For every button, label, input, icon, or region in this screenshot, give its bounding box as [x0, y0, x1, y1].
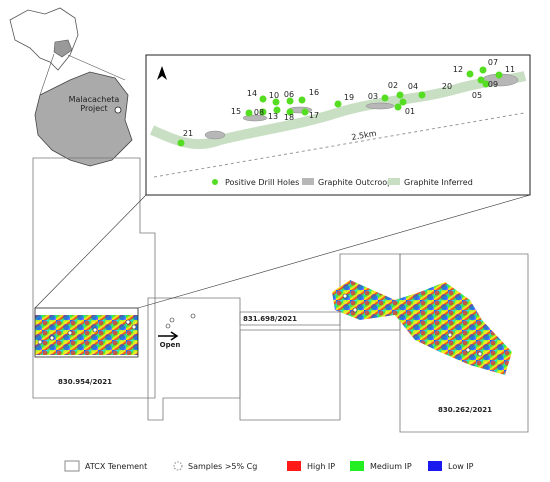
drill-hole	[394, 103, 402, 111]
legend-swatch	[388, 178, 400, 185]
brazil-outline	[9, 7, 79, 71]
drill-hole-label: 11	[505, 65, 515, 74]
drill-hole-label: 01	[405, 107, 415, 116]
legend-label: Samples >5% Cg	[188, 462, 257, 471]
graphite-inferred	[150, 71, 527, 150]
drill-hole-label: 03	[368, 92, 378, 101]
scale-line	[153, 112, 525, 178]
north-arrow	[157, 66, 167, 80]
tenement	[147, 297, 241, 421]
drill-hole	[286, 108, 294, 116]
legend-label: Medium IP	[370, 462, 412, 471]
project-marker	[114, 106, 122, 114]
connector	[34, 194, 147, 309]
legend-swatch	[64, 460, 80, 472]
tenement-id: 830.262/2021	[438, 406, 492, 414]
drill-hole	[259, 95, 267, 103]
drill-hole	[482, 80, 490, 88]
tenement	[32, 157, 156, 399]
drill-hole	[466, 70, 474, 78]
drill-hole-label: 18	[284, 113, 294, 122]
scale-label: 2.5km	[351, 129, 378, 142]
drill-hole-label: 02	[388, 81, 398, 90]
drill-hole	[334, 100, 342, 108]
project-label: Malacacheta	[69, 95, 120, 104]
drill-hole	[259, 108, 267, 116]
drill-hole-label: 10	[269, 91, 279, 100]
drill-hole-label: 21	[183, 129, 193, 138]
ip-map	[332, 280, 512, 375]
legend-swatch	[173, 461, 183, 471]
samples	[37, 293, 483, 357]
tenement-id: 830.954/2021	[58, 378, 112, 386]
tenement	[399, 253, 529, 433]
drill-hole-label: 13	[268, 112, 278, 121]
tenement-id: 831.698/2021	[243, 315, 297, 323]
drill-hole-label: 04	[408, 82, 418, 91]
drill-hole	[301, 108, 309, 116]
drill-hole-label: 16	[309, 88, 319, 97]
drill-hole-label: 05	[472, 91, 482, 100]
drill-hole	[177, 139, 185, 147]
tenement	[239, 329, 341, 421]
legend-swatch	[350, 461, 364, 471]
legend-label: Graphite Inferred	[404, 178, 473, 187]
drill-hole	[479, 66, 487, 74]
legend-swatch	[287, 461, 301, 471]
drill-hole-label: 17	[309, 111, 319, 120]
connector	[137, 194, 531, 309]
drill-hole-label: 07	[488, 58, 498, 67]
project-label: Project	[80, 104, 107, 113]
drill-hole	[477, 76, 485, 84]
legend-label: ATCX Tenement	[85, 462, 147, 471]
leader	[67, 54, 126, 81]
open-label: Open	[160, 341, 181, 349]
legend-label: High IP	[307, 462, 335, 471]
ip-map	[35, 315, 138, 355]
drill-hole	[418, 91, 426, 99]
drill-hole	[381, 94, 389, 102]
drill-hole	[245, 109, 253, 117]
legend-label: Positive Drill Holes	[225, 178, 299, 187]
legend-swatch	[212, 179, 218, 185]
drill-hole	[399, 98, 407, 106]
drill-hole-label: 20	[442, 82, 452, 91]
drill-hole	[495, 71, 503, 79]
zoom-box	[34, 307, 139, 358]
open-arrow	[158, 331, 179, 341]
state-map	[34, 71, 133, 167]
drill-hole-label: 15	[231, 107, 241, 116]
state-highlight	[53, 39, 73, 58]
leader	[39, 53, 55, 96]
drill-hole-label: 06	[284, 90, 294, 99]
drill-hole	[298, 96, 306, 104]
drill-hole-label: 14	[247, 89, 257, 98]
drill-hole	[396, 91, 404, 99]
drill-hole-label: 08	[254, 108, 264, 117]
drill-hole	[286, 97, 294, 105]
drill-hole	[272, 98, 280, 106]
legend-swatch	[428, 461, 442, 471]
drill-hole-label: 12	[453, 65, 463, 74]
drill-hole	[273, 106, 281, 114]
legend-swatch	[302, 178, 314, 185]
legend-label: Graphite Outcroop	[318, 178, 392, 187]
legend-label: Low IP	[448, 462, 474, 471]
drill-hole-label: 09	[488, 80, 498, 89]
inset-frame	[145, 54, 531, 196]
drill-hole-label: 19	[344, 93, 354, 102]
